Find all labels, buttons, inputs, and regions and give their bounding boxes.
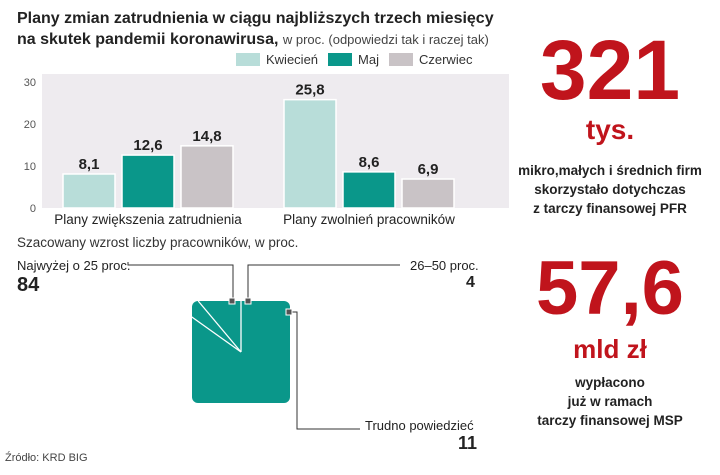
- leader-line-trudno: [290, 311, 360, 430]
- chart-title: Plany zmian zatrudnienia w ciągu najbliż…: [17, 8, 517, 50]
- pie-chart-title: Szacowany wzrost liczby pracowników, w p…: [17, 235, 299, 250]
- y-tick-20: 20: [24, 119, 36, 131]
- title-line-1: Plany zmian zatrudnienia w ciągu najbliż…: [17, 10, 494, 27]
- legend-item-czerwiec: Czerwiec: [388, 52, 473, 67]
- legend-label-czerwiec: Czerwiec: [418, 52, 473, 67]
- stat-1-description: mikro,małych i średnich firm skorzystało…: [505, 161, 715, 218]
- stat-2-value: 57,6: [536, 246, 684, 331]
- y-tick-10: 10: [24, 161, 36, 173]
- legend-label-maj: Maj: [358, 52, 379, 67]
- category-label-0: Plany zwiększenia zatrudnienia: [54, 212, 242, 227]
- legend-item-kwiecien: Kwiecień: [236, 52, 318, 67]
- bar-0-0: [62, 173, 116, 209]
- pie-divider-2: [169, 300, 242, 353]
- chart-subtitle: w proc. (odpowiedzi tak i raczej tak): [282, 32, 489, 47]
- legend: Kwiecień Maj Czerwiec: [236, 52, 472, 67]
- bar-1-0: [283, 98, 337, 209]
- stat-2-line-2: już w ramach: [567, 394, 653, 409]
- stat-1-unit: tys.: [585, 114, 635, 145]
- stat-2-line-1: wypłacono: [575, 375, 645, 390]
- y-tick-30: 30: [24, 77, 36, 89]
- bar-0-2: [180, 145, 234, 209]
- bar-value-label-0-0: 8,1: [79, 156, 100, 173]
- category-label-1: Plany zwolnień pracowników: [283, 212, 455, 227]
- pie-value-26-50: 4: [466, 274, 475, 291]
- bar-value-label-1-0: 25,8: [295, 82, 324, 99]
- stat-1-line-1: mikro,małych i średnich firm: [518, 163, 702, 178]
- pie-label-najwyzej: Najwyżej o 25 proc.: [17, 258, 131, 273]
- source-note: Źródło: KRD BIG: [5, 452, 88, 464]
- bar-value-label-1-1: 8,6: [359, 154, 380, 171]
- bar-value-label-0-1: 12,6: [133, 137, 162, 154]
- leader-marker-najwyzej: [228, 297, 236, 305]
- stat-2-line-3: tarczy finansowej MSP: [537, 413, 683, 428]
- leader-marker-26-50: [244, 297, 252, 305]
- legend-swatch-czerwiec: [388, 53, 413, 66]
- bar-0-1: [121, 154, 175, 209]
- pie-divider-3: [197, 300, 242, 353]
- pie-value-trudno: 11: [458, 433, 478, 453]
- title-line-2: na skutek pandemii koronawirusa,: [17, 31, 279, 48]
- bar-value-label-0-2: 14,8: [192, 128, 221, 145]
- legend-swatch-maj: [328, 53, 353, 66]
- leader-line-26-50: [247, 264, 400, 301]
- legend-label-kwiecien: Kwiecień: [266, 52, 319, 67]
- pie-label-26-50: 26–50 proc.: [410, 258, 479, 273]
- pie-value-najwyzej: 84: [17, 274, 40, 296]
- stat-1-line-3: z tarczy finansowej PFR: [533, 201, 687, 216]
- pie-label-trudno: Trudno powiedzieć: [365, 418, 474, 433]
- bar-1-2: [401, 178, 455, 209]
- leader-line-najwyzej: [127, 262, 234, 301]
- stat-1-line-2: skorzystało dotychczas: [534, 182, 686, 197]
- bar-value-label-1-2: 6,9: [418, 161, 439, 178]
- y-tick-0: 0: [30, 203, 36, 215]
- legend-swatch-kwiecien: [236, 53, 260, 66]
- legend-item-maj: Maj: [328, 52, 379, 67]
- bar-1-1: [342, 171, 396, 209]
- stat-2-description: wypłacono już w ramach tarczy finansowej…: [505, 373, 715, 430]
- stat-2-unit: mld zł: [573, 334, 647, 364]
- stat-1-value: 321: [539, 23, 681, 117]
- leader-marker-trudno: [285, 308, 293, 316]
